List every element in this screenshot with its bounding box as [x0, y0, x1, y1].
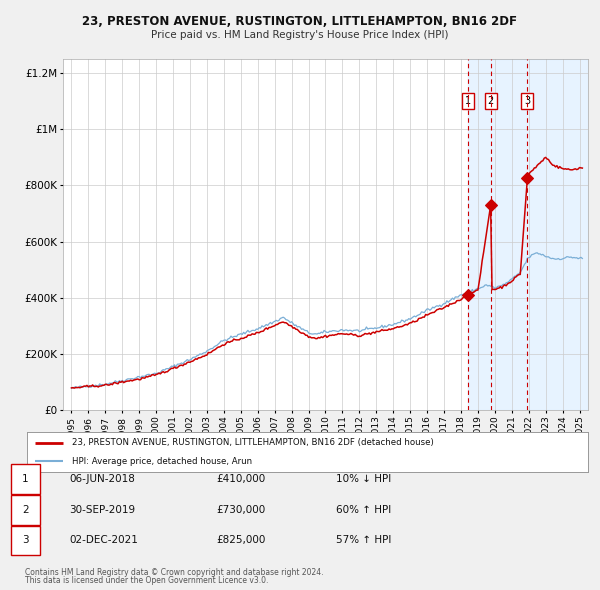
Text: 60% ↑ HPI: 60% ↑ HPI	[336, 505, 391, 514]
Text: 23, PRESTON AVENUE, RUSTINGTON, LITTLEHAMPTON, BN16 2DF: 23, PRESTON AVENUE, RUSTINGTON, LITTLEHA…	[83, 15, 517, 28]
Text: 3: 3	[524, 96, 530, 106]
Text: 02-DEC-2021: 02-DEC-2021	[69, 536, 138, 545]
Text: £730,000: £730,000	[216, 505, 265, 514]
Text: This data is licensed under the Open Government Licence v3.0.: This data is licensed under the Open Gov…	[25, 576, 269, 585]
Text: Contains HM Land Registry data © Crown copyright and database right 2024.: Contains HM Land Registry data © Crown c…	[25, 568, 324, 577]
Text: £410,000: £410,000	[216, 474, 265, 484]
Point	[523, 173, 532, 183]
Text: 1: 1	[466, 96, 472, 106]
Text: Price paid vs. HM Land Registry's House Price Index (HPI): Price paid vs. HM Land Registry's House …	[151, 30, 449, 40]
Point	[486, 201, 496, 210]
Text: £825,000: £825,000	[216, 536, 265, 545]
Text: 23, PRESTON AVENUE, RUSTINGTON, LITTLEHAMPTON, BN16 2DF (detached house): 23, PRESTON AVENUE, RUSTINGTON, LITTLEHA…	[72, 438, 434, 447]
Text: 30-SEP-2019: 30-SEP-2019	[69, 505, 135, 514]
Text: 57% ↑ HPI: 57% ↑ HPI	[336, 536, 391, 545]
Text: 10% ↓ HPI: 10% ↓ HPI	[336, 474, 391, 484]
Text: 2: 2	[487, 96, 494, 106]
Point	[464, 290, 473, 300]
Text: 06-JUN-2018: 06-JUN-2018	[69, 474, 135, 484]
Bar	[469, 59, 588, 410]
Text: 1: 1	[22, 474, 29, 484]
Text: HPI: Average price, detached house, Arun: HPI: Average price, detached house, Arun	[72, 457, 252, 466]
Text: 3: 3	[22, 536, 29, 545]
Text: 2: 2	[22, 505, 29, 514]
